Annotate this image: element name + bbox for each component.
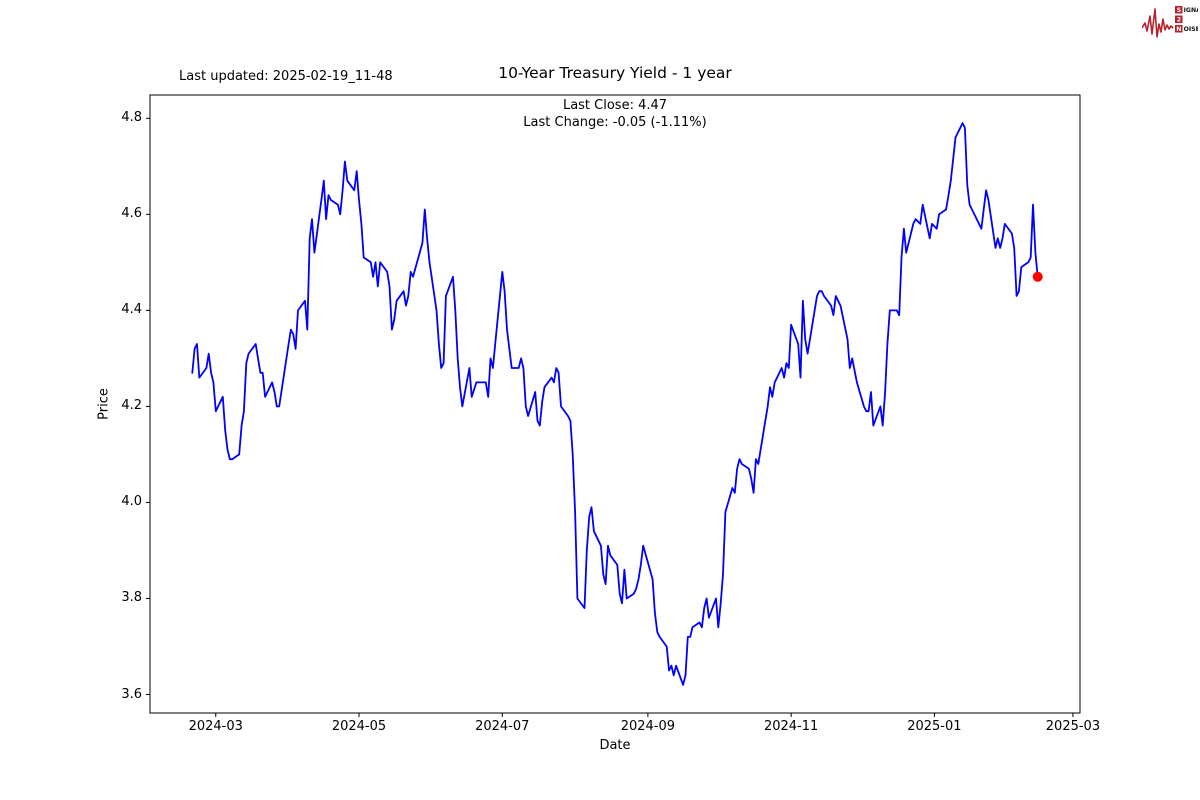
price-line xyxy=(191,122,1039,686)
brand-logo: S IGNAL 2 N OISE xyxy=(1141,3,1200,47)
svg-text:OISE: OISE xyxy=(1184,26,1198,33)
svg-text:2: 2 xyxy=(1177,17,1181,24)
last-updated-text: Last updated: 2025-02-19_11-48 xyxy=(179,69,393,84)
ecg-waveform-icon: S IGNAL 2 N OISE xyxy=(1141,6,1200,38)
x-tick-label: 2025-03 xyxy=(1045,719,1101,734)
last-point-dot xyxy=(1032,271,1043,282)
x-tick-label: 2024-09 xyxy=(620,719,676,734)
y-tick-label: 4.8 xyxy=(121,110,142,126)
chart-title: 10-Year Treasury Yield - 1 year xyxy=(498,64,732,82)
y-tick-label: 3.6 xyxy=(121,686,142,702)
last-close-text: Last Close: 4.47 xyxy=(562,98,668,113)
svg-text:S: S xyxy=(1177,7,1181,14)
y-tick-label: 4.4 xyxy=(121,302,142,318)
last-change-text: Last Change: -0.05 (-1.11%) xyxy=(523,115,707,130)
svg-text:IGNAL: IGNAL xyxy=(1184,7,1198,14)
y-tick-label: 3.8 xyxy=(121,590,142,606)
x-axis-label: Date xyxy=(599,738,631,753)
x-tick-label: 2024-05 xyxy=(331,719,387,734)
svg-text:N: N xyxy=(1176,26,1181,33)
y-tick-label: 4.2 xyxy=(121,398,142,414)
y-tick-label: 4.0 xyxy=(121,494,142,510)
x-tick-label: 2024-03 xyxy=(188,719,243,734)
y-tick-label: 4.6 xyxy=(121,206,142,222)
axes-frame xyxy=(149,94,1081,714)
x-tick-label: 2024-07 xyxy=(475,719,530,734)
x-tick-label: 2024-11 xyxy=(763,719,819,734)
x-tick-label: 2025-01 xyxy=(907,719,962,734)
